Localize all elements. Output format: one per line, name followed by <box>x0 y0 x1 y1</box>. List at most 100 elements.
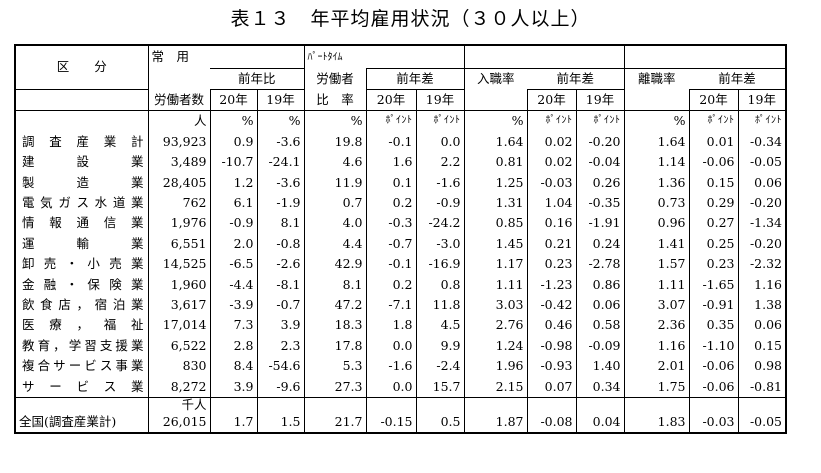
row-label: サービス業 <box>14 376 149 398</box>
entry-diff-19-cell: 0.04 <box>575 411 625 435</box>
table-row: 調査産業計 93,923 0.9 -3.6 19.8 -0.1 0.0 1.64 0.02 -0.… <box>14 131 787 153</box>
change-19-cell: -1.9 <box>256 192 305 214</box>
change-20-cell: 0.9 <box>209 131 258 153</box>
part-diff-20-cell: 0.0 <box>365 335 417 356</box>
change-20-cell: 8.4 <box>209 355 258 377</box>
change-20-cell: 2.8 <box>209 335 258 356</box>
row-label: 電気ガス水道業 <box>14 192 149 214</box>
part-diff-19-cell: -16.9 <box>415 254 465 275</box>
separation-diff-19-cell: -1.34 <box>737 213 787 234</box>
entry-diff-19-cell: -0.09 <box>575 335 625 356</box>
y20-header: 20年 <box>209 89 258 112</box>
workers-cell: 762 <box>147 192 211 214</box>
change-20-cell: 2.0 <box>209 233 258 255</box>
header-row-3: 労働者数 20年 19年 比 率 20年 19年 20年 19年 20年 19年 <box>14 89 787 112</box>
zennenhi-header: 前年比 <box>210 67 305 90</box>
entry-rate-cell: 0.85 <box>463 213 528 234</box>
separation-diff-20-cell: -0.03 <box>688 411 739 435</box>
separation-diff-19-cell: -2.32 <box>737 254 787 275</box>
table-row: 電気ガス水道業 762 6.1 -1.9 0.7 0.2 -0.9 1.31 1.04 -0.35… <box>14 192 787 214</box>
national-unit-row: 千人 <box>14 396 787 412</box>
rishoku-header: 離職率 <box>623 67 689 90</box>
change-20-cell: 6.1 <box>209 192 258 214</box>
unit-point: ﾎﾟｲﾝﾄ <box>526 110 577 132</box>
part-diff-19-cell: 11.8 <box>415 294 465 316</box>
unit-pct: % <box>463 110 527 132</box>
entry-rate-cell: 1.87 <box>463 411 528 435</box>
part-diff-20-cell: -0.15 <box>365 411 417 435</box>
y20-header: 20年 <box>688 89 739 112</box>
part-diff-20-cell: -1.6 <box>365 355 417 377</box>
entry-rate-cell: 3.03 <box>463 294 528 316</box>
separation-diff-20-cell: -0.06 <box>688 355 739 377</box>
separation-rate-cell: 1.41 <box>623 233 690 255</box>
entry-diff-19-cell: -2.78 <box>575 254 625 275</box>
change-20-cell: 7.3 <box>209 315 258 336</box>
separation-rate-cell: 0.96 <box>623 213 690 234</box>
unit-pct: % <box>623 110 689 132</box>
workers-cell: 93,923 <box>147 131 211 153</box>
part-diff-20-cell: -0.7 <box>365 233 417 255</box>
row-label: 全国(調査産業計) <box>14 411 149 435</box>
separation-rate-cell: 1.75 <box>623 376 690 398</box>
part-diff-20-cell: 0.0 <box>365 376 417 398</box>
workers-cell: 6,551 <box>147 233 211 255</box>
part-diff-19-cell: -2.4 <box>415 355 465 377</box>
part-zennensa-header: 前年差 <box>365 67 465 90</box>
header-row-1: 区 分 常 用 ﾊﾟｰﾄﾀｲﾑ <box>14 43 787 90</box>
unit-pct: % <box>209 110 258 132</box>
separation-diff-20-cell: -1.10 <box>688 335 739 356</box>
separation-diff-20-cell: 0.29 <box>688 192 739 214</box>
part-diff-20-cell: 0.1 <box>365 172 417 193</box>
entry-rate-cell: 0.81 <box>463 152 528 173</box>
part-diff-19-cell: -1.6 <box>415 172 465 193</box>
row-label: 調査産業計 <box>14 131 149 153</box>
entry-rate-cell: 1.45 <box>463 233 528 255</box>
entry-diff-20-cell: -0.98 <box>526 335 577 356</box>
change-19-cell: -8.1 <box>256 274 305 295</box>
workers-cell: 3,489 <box>147 152 211 173</box>
employment-table: 区 分 常 用 ﾊﾟｰﾄﾀｲﾑ 前年比 労働者 前年差 入職率 前年差 離職率 … <box>14 43 787 435</box>
entry-diff-20-cell: 0.16 <box>526 213 577 234</box>
table-row: 運輸業 6,551 2.0 -0.8 4.4 -0.7 -3.0 1.45 0.21 0.24 1.… <box>14 233 787 255</box>
part-small-header: ﾊﾟｰﾄﾀｲﾑ <box>303 44 366 68</box>
entry-rate-cell: 1.25 <box>463 172 528 193</box>
part-diff-19-cell: -3.0 <box>415 233 465 255</box>
part-ratio-cell: 11.9 <box>303 172 367 193</box>
part-ratio-cell: 18.3 <box>303 315 367 336</box>
separation-rate-cell: 0.73 <box>623 192 690 214</box>
separation-diff-19-cell: -0.81 <box>737 376 787 398</box>
workers-cell: 26,015 <box>147 411 211 435</box>
separation-diff-19-cell: -0.20 <box>737 192 787 214</box>
part-diff-20-cell: -0.1 <box>365 254 417 275</box>
entry-diff-20-cell: 1.04 <box>526 192 577 214</box>
workers-cell: 6,522 <box>147 335 211 356</box>
table-row: 医療，福祉 17,014 7.3 3.9 18.3 1.8 4.5 2.76 0.46 0.58 2… <box>14 315 787 336</box>
entry-rate-cell: 1.96 <box>463 355 528 377</box>
separation-diff-19-cell: 0.06 <box>737 172 787 193</box>
entry-diff-19-cell: 0.24 <box>575 233 625 255</box>
separation-rate-cell: 2.36 <box>623 315 690 336</box>
part-diff-20-cell: -7.1 <box>365 294 417 316</box>
separation-rate-cell: 1.57 <box>623 254 690 275</box>
table-row: 建設業 3,489 -10.7 -24.1 4.6 1.6 2.2 0.81 0.02 -0.04… <box>14 152 787 173</box>
entry-diff-20-cell: -0.93 <box>526 355 577 377</box>
entry-diff-19-cell: 0.26 <box>575 172 625 193</box>
separation-diff-20-cell: 0.35 <box>688 315 739 336</box>
separation-diff-20-cell: -1.65 <box>688 274 739 295</box>
part-ratio-cell: 17.8 <box>303 335 367 356</box>
entry-diff-19-cell: 0.58 <box>575 315 625 336</box>
row-label: 教育，学習支援業 <box>14 335 149 356</box>
separation-rate-cell: 1.14 <box>623 152 690 173</box>
entry-diff-19-cell: 0.06 <box>575 294 625 316</box>
part-diff-19-cell: 0.0 <box>415 131 465 153</box>
table-row: サービス業 8,272 3.9 -9.6 27.3 0.0 15.7 2.15 0.07 0.34… <box>14 376 787 398</box>
entry-rate-cell: 2.15 <box>463 376 528 398</box>
entry-rate-cell: 1.24 <box>463 335 528 356</box>
entry-diff-19-cell: -0.35 <box>575 192 625 214</box>
separation-rate-cell: 1.64 <box>623 131 690 153</box>
change-20-cell: 1.2 <box>209 172 258 193</box>
separation-diff-19-cell: -0.20 <box>737 233 787 255</box>
entry-diff-20-cell: 0.07 <box>526 376 577 398</box>
units-row: 人 % % % ﾎﾟｲﾝﾄ ﾎﾟｲﾝﾄ % ﾎﾟｲﾝﾄ ﾎﾟｲﾝﾄ % ﾎﾟｲﾝ… <box>14 110 787 132</box>
